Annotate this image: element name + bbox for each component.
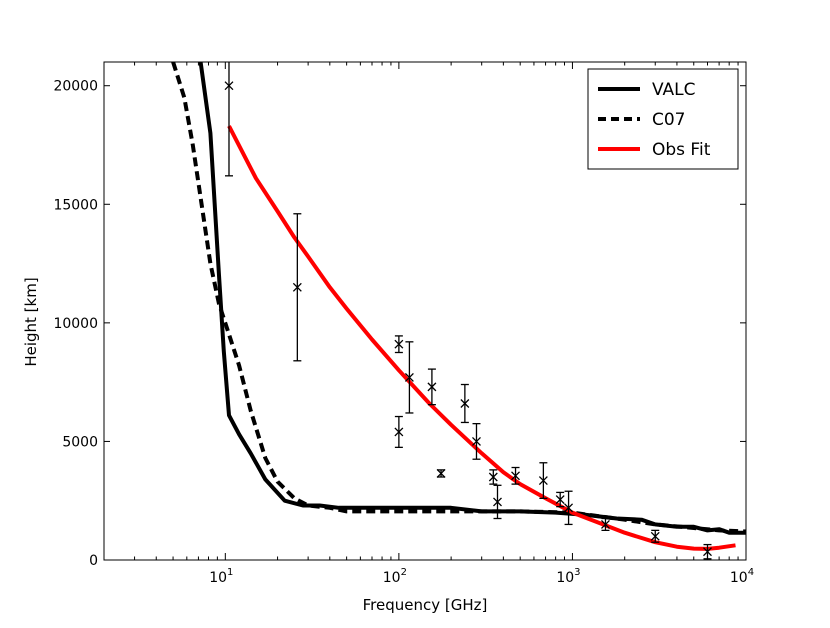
x-marker-stroke-b <box>564 503 574 513</box>
x-tick-label: 104 <box>730 567 754 586</box>
series-line-c07 <box>171 62 746 534</box>
x-marker-stroke-b <box>460 399 470 408</box>
x-tick-label: 102 <box>383 567 407 586</box>
y-tick-label: 10000 <box>53 316 98 332</box>
observation-point <box>404 341 414 414</box>
legend-label: Obs Fit <box>652 140 711 160</box>
observation-point <box>488 469 498 485</box>
observation-point <box>511 466 520 485</box>
observation-point <box>650 529 660 543</box>
y-axis-label: Height [km] <box>22 277 40 366</box>
observation-point <box>394 335 404 354</box>
observation-point <box>703 543 712 560</box>
x-marker-stroke-b <box>436 468 446 478</box>
plot-frame <box>103 61 747 561</box>
x-marker-stroke-b <box>292 282 302 292</box>
x-tick-label: 101 <box>209 567 233 586</box>
x-marker-stroke-b <box>488 472 498 482</box>
observation-point <box>564 490 574 526</box>
series-line-obs-fit <box>227 125 736 551</box>
x-marker-stroke-b <box>650 531 660 541</box>
x-marker-stroke-b <box>601 519 610 529</box>
observation-point <box>538 462 548 499</box>
y-tick-label: 20000 <box>53 79 98 95</box>
y-tick-label: 0 <box>89 553 98 569</box>
x-tick-label: 103 <box>556 567 580 586</box>
series-line-valc <box>198 62 746 535</box>
legend-label: VALC <box>652 80 696 100</box>
observation-point <box>427 368 437 406</box>
x-marker-stroke-b <box>511 471 520 481</box>
observation-point <box>394 415 404 449</box>
y-tick-label: 5000 <box>62 434 98 450</box>
observation-point <box>555 491 565 508</box>
observation-point <box>292 213 302 362</box>
observation-point <box>224 62 234 177</box>
legend-label: C07 <box>652 110 686 130</box>
observation-point <box>493 484 502 520</box>
y-tick-label: 15000 <box>53 197 98 213</box>
x-marker-stroke-b <box>394 339 404 349</box>
x-marker-stroke-b <box>224 81 234 91</box>
observation-point <box>472 422 481 460</box>
x-marker-stroke-b <box>555 495 565 504</box>
x-marker-stroke-b <box>404 372 414 382</box>
x-marker-stroke-b <box>427 382 437 392</box>
x-marker-stroke-b <box>538 476 548 486</box>
x-marker-stroke-b <box>472 436 481 446</box>
observation-point <box>601 517 610 532</box>
x-marker-stroke-b <box>493 497 502 507</box>
x-marker-stroke-b <box>394 427 404 437</box>
observation-point <box>436 468 446 478</box>
legend: VALC C07 Obs Fit <box>587 68 739 170</box>
x-marker-stroke-b <box>703 547 712 557</box>
observation-point <box>460 383 470 424</box>
x-axis-label: Frequency [GHz] <box>363 596 488 614</box>
